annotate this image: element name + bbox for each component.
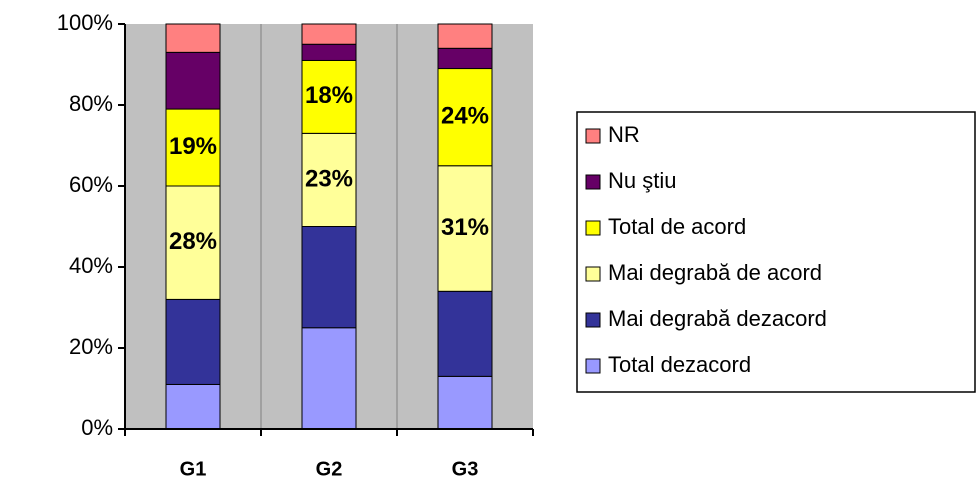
y-tick-label: 80%: [69, 91, 113, 116]
bar-segment: [165, 23, 221, 53]
data-label: 28%: [169, 228, 217, 255]
y-tick-label: 20%: [69, 334, 113, 359]
bar-segment: [437, 23, 493, 49]
data-label: 18%: [305, 82, 353, 109]
legend-swatch: [585, 358, 601, 374]
legend-box: [576, 111, 976, 393]
legend-swatch: [585, 220, 601, 236]
y-tick-label: 40%: [69, 253, 113, 278]
y-tick-label: 60%: [69, 172, 113, 197]
legend-label: NR: [608, 122, 640, 147]
bar-segment: [165, 108, 221, 187]
legend-label: Mai degrabă dezacord: [608, 306, 827, 331]
legend-label: Total de acord: [608, 214, 746, 239]
y-tick-label: 0%: [81, 415, 113, 440]
legend-swatch: [585, 128, 601, 144]
bar-segment: [437, 375, 493, 430]
y-tick-label: 100%: [57, 10, 113, 35]
legend-label: Total dezacord: [608, 352, 751, 377]
bar-segment: [437, 47, 493, 70]
legend-swatch: [585, 312, 601, 328]
bar-segment: [437, 165, 493, 292]
bar-segment: [301, 59, 357, 134]
data-label: 23%: [305, 165, 353, 192]
data-label: 19%: [169, 133, 217, 160]
bar-segment: [165, 298, 221, 385]
bar-segment: [165, 383, 221, 430]
x-tick-label: G1: [180, 458, 207, 480]
bar-segment: [437, 290, 493, 377]
bar-segment: [301, 43, 357, 61]
bar-segment: [301, 132, 357, 228]
bar-segment: [301, 327, 357, 430]
data-label: 31%: [441, 214, 489, 241]
bar-segment: [165, 51, 221, 110]
data-label: 24%: [441, 102, 489, 129]
bar-segment: [301, 23, 357, 45]
legend-swatch: [585, 174, 601, 190]
x-tick-label: G3: [452, 458, 479, 480]
legend-label: Mai degrabă de acord: [608, 260, 822, 285]
legend-label: Nu ştiu: [608, 168, 676, 193]
bar-segment: [165, 185, 221, 300]
legend-swatch: [585, 266, 601, 282]
bar-segment: [301, 226, 357, 329]
x-tick-label: G2: [316, 458, 343, 480]
